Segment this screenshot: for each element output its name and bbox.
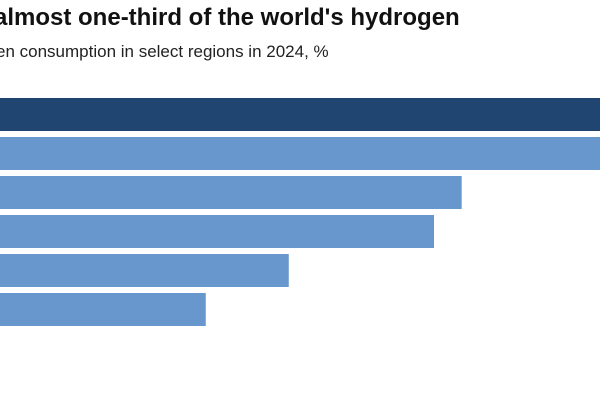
bar	[0, 137, 600, 170]
bar	[0, 215, 435, 248]
bar	[0, 293, 206, 326]
bar-highlighted	[0, 98, 600, 131]
chart-title: almost one-third of the world's hydrogen	[0, 4, 460, 31]
chart-subtitle: en consumption in select regions in 2024…	[0, 42, 329, 61]
bar	[0, 176, 462, 209]
bar	[0, 254, 289, 287]
